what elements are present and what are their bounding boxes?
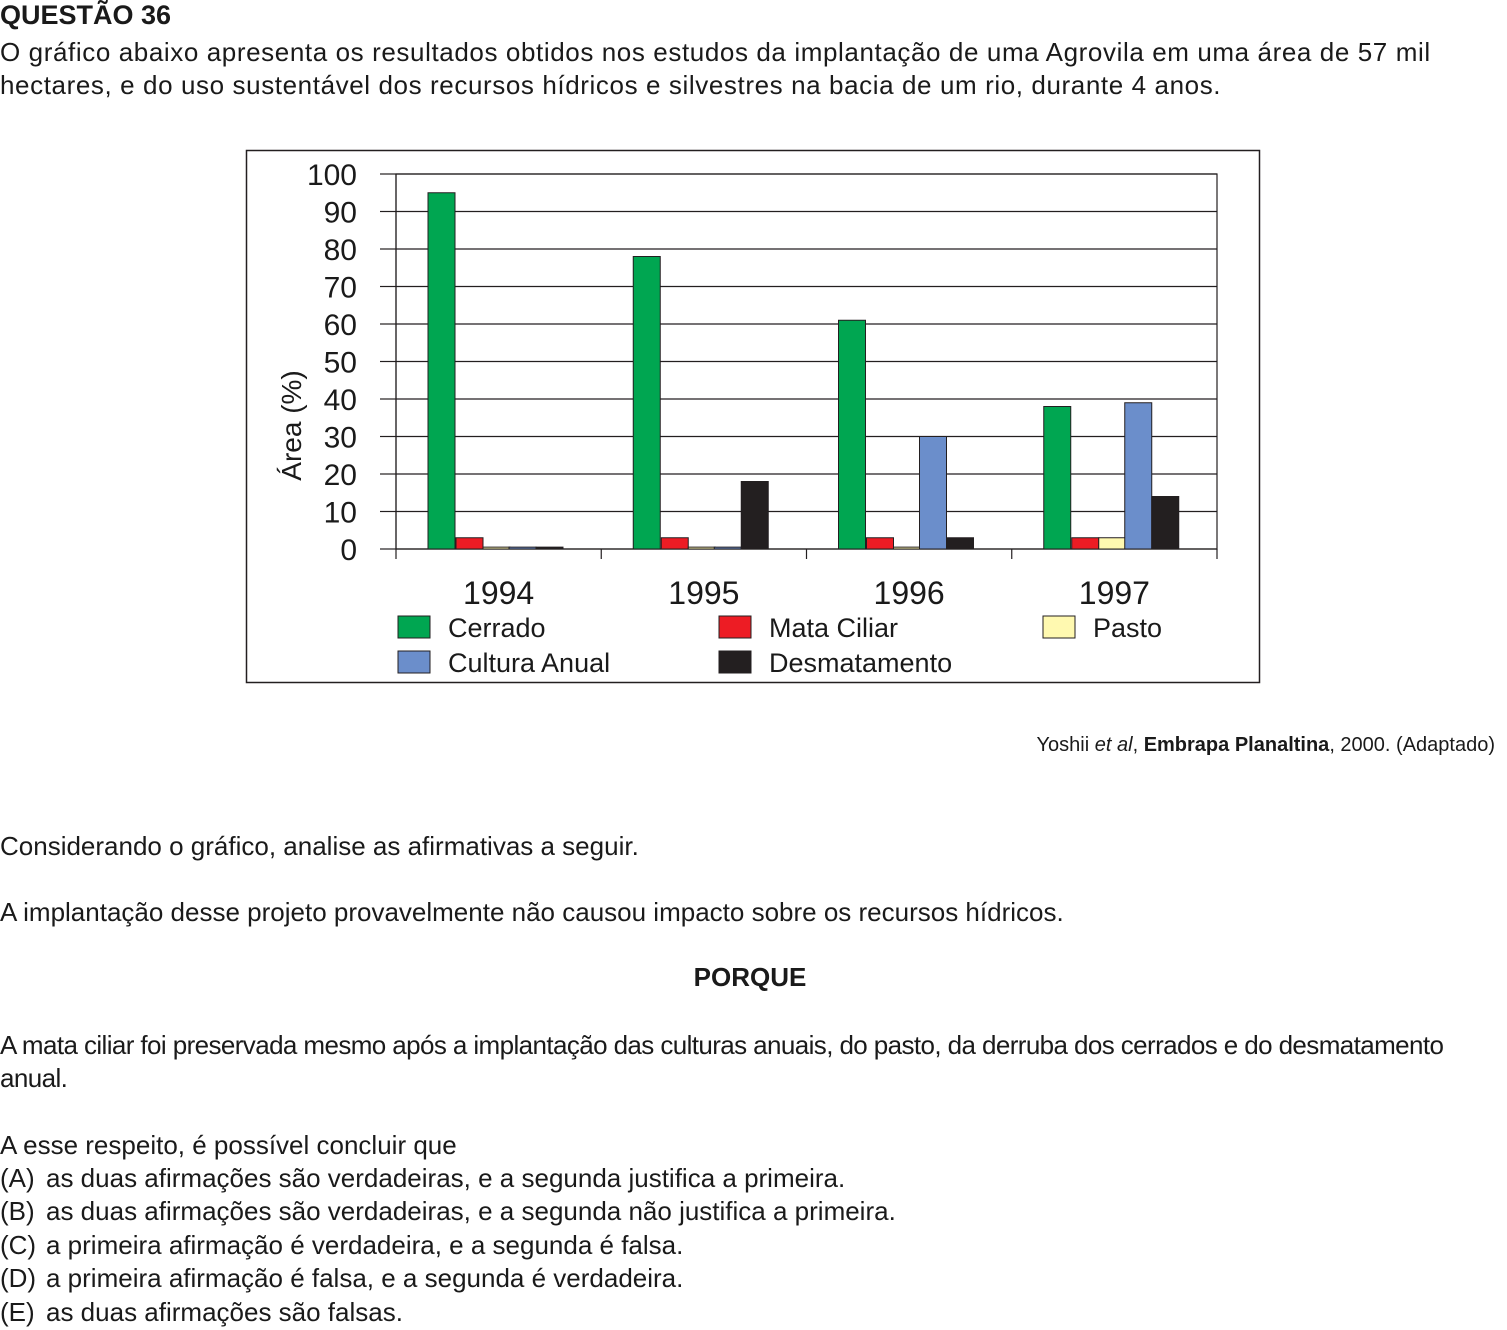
y-tick-label: 70	[324, 272, 357, 305]
y-axis-label: Área (%)	[276, 370, 307, 480]
assertion-1: A implantação desse projeto provavelment…	[0, 897, 1064, 927]
y-tick-label: 10	[324, 497, 357, 530]
legend-swatch-desmatamento	[718, 650, 752, 674]
bar-desmatamento-1997	[1151, 496, 1180, 550]
option-text: a primeira afirmação é falsa, e a segund…	[46, 1263, 684, 1294]
x-tick-label: 1996	[874, 575, 945, 611]
legend-swatch-cerrado	[397, 615, 431, 639]
bar-mata-ciliar-1996	[866, 537, 894, 550]
conclusion-prompt: A esse respeito, é possível concluir que	[0, 1130, 457, 1160]
bar-cultura-anual-1996	[919, 436, 947, 550]
option-text: as duas afirmações são verdadeiras, e a …	[46, 1163, 846, 1193]
legend-swatch-pasto	[1042, 615, 1076, 639]
bar-cerrado-1996	[838, 319, 866, 550]
y-tick-label: 30	[324, 422, 357, 455]
question-intro: O gráfico abaixo apresenta os resultados…	[0, 37, 1431, 100]
option-e[interactable]: (E) as duas afirmações são falsas.	[0, 1296, 896, 1329]
source-publication: Embrapa Planaltina	[1143, 734, 1330, 756]
bar-mata-ciliar-1995	[660, 537, 689, 550]
bar-pasto-1997	[1098, 537, 1127, 550]
porque-label: PORQUE	[693, 962, 807, 992]
y-tick-label: 40	[324, 384, 357, 417]
bar-cultura-anual-1995	[713, 546, 742, 550]
option-text: as duas afirmações são verdadeiras, e a …	[46, 1196, 896, 1227]
legend-label-cerrado: Cerrado	[448, 613, 546, 643]
instruction-text: Considerando o gráfico, analise as afirm…	[0, 831, 639, 861]
bar-cerrado-1994	[427, 192, 456, 550]
question-title: QUESTÃO 36	[0, 0, 172, 30]
option-letter: (D)	[0, 1263, 37, 1294]
assertion-2: A mata ciliar foi preservada mesmo após …	[0, 1030, 1444, 1093]
source-rest: , 2000. (Adaptado)	[1329, 734, 1495, 756]
legend-swatch-mata-ciliar	[718, 615, 752, 639]
y-tick-label: 80	[324, 234, 357, 267]
y-tick-label: 90	[324, 197, 357, 230]
option-d[interactable]: (D) a primeira afirmação é falsa, e a seg…	[0, 1262, 896, 1295]
legend-label-desmatamento: Desmatamento	[769, 648, 952, 678]
source-author: Yoshii	[1036, 734, 1090, 756]
y-tick-label: 20	[324, 459, 357, 492]
bar-cerrado-1995	[632, 256, 661, 550]
y-tick-label: 50	[324, 347, 357, 380]
x-tick-label: 1995	[668, 575, 739, 611]
x-tick-label: 1997	[1079, 575, 1150, 611]
bar-desmatamento-1994	[535, 546, 564, 550]
legend-label-cultura-anual: Cultura Anual	[448, 648, 610, 678]
legend-label-pasto: Pasto	[1093, 613, 1162, 643]
bar-cerrado-1997	[1043, 406, 1072, 550]
option-letter: (A)	[0, 1163, 35, 1193]
bar-mata-ciliar-1997	[1071, 537, 1100, 550]
bar-pasto-1996	[893, 546, 921, 550]
bar-desmatamento-1996	[946, 537, 974, 550]
option-text: as duas afirmações são falsas.	[46, 1296, 403, 1327]
option-c[interactable]: (C) a primeira afirmação é verdadeira, e …	[0, 1229, 896, 1262]
option-letter: (C)	[0, 1229, 37, 1260]
option-b[interactable]: (B) as duas afirmações são verdadeiras, e…	[0, 1195, 896, 1228]
bar-pasto-1994	[482, 546, 511, 550]
option-letter: (E)	[0, 1296, 35, 1327]
legend-label-mata-ciliar: Mata Ciliar	[769, 613, 898, 643]
x-tick-label: 1994	[463, 575, 534, 611]
chart-frame	[245, 149, 1261, 684]
bar-mata-ciliar-1994	[455, 537, 484, 550]
option-a[interactable]: (A) as duas afirmações são verdadeiras, e…	[0, 1162, 896, 1195]
legend-swatch-cultura-anual	[397, 650, 431, 674]
y-tick-label: 100	[307, 159, 357, 192]
bar-cultura-anual-1997	[1124, 402, 1153, 550]
option-letter: (B)	[0, 1196, 35, 1227]
y-tick-label: 60	[324, 309, 357, 342]
bar-chart: 0 10 20 30 40 50 60 70 80 90 100 Área (%) 1994 1995 19…	[245, 149, 1261, 684]
source-citation: Yoshii et al, Embrapa Planaltina, 2000. …	[1036, 734, 1495, 756]
bar-cultura-anual-1994	[508, 546, 537, 550]
y-tick-label: 0	[340, 534, 357, 567]
source-etal: et al	[1094, 734, 1133, 756]
answer-options: (A) as duas afirmações são verdadeiras, e…	[0, 1162, 896, 1329]
bar-desmatamento-1995	[740, 481, 769, 550]
option-text: a primeira afirmação é verdadeira, e a s…	[46, 1229, 684, 1260]
bar-pasto-1995	[687, 546, 716, 550]
